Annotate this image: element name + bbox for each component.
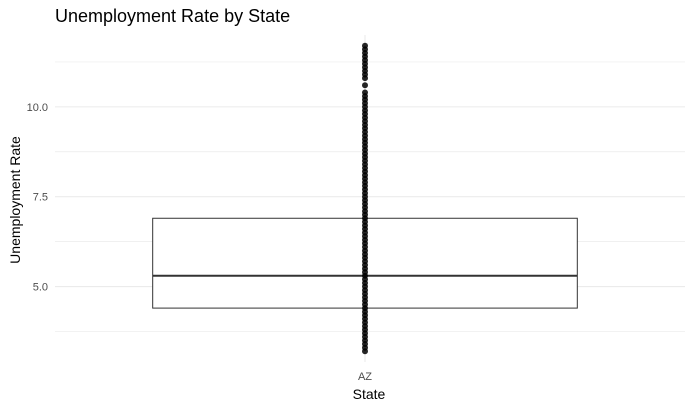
data-point xyxy=(362,89,368,96)
y-tick-label: 7.5 xyxy=(33,192,48,204)
points-layer xyxy=(362,42,368,355)
chart-title: Unemployment Rate by State xyxy=(55,6,290,26)
x-axis-title: State xyxy=(353,386,386,402)
y-tick-label: 10.0 xyxy=(27,102,48,114)
x-axis-ticks: AZ xyxy=(358,371,372,383)
y-tick-label: 5.0 xyxy=(33,282,48,294)
data-point xyxy=(362,82,368,89)
x-tick-label: AZ xyxy=(358,371,372,383)
y-axis-title: Unemployment Rate xyxy=(7,136,23,264)
data-point xyxy=(362,42,368,49)
y-axis-ticks: 5.0 7.5 10.0 xyxy=(27,102,48,294)
gridlines xyxy=(55,35,685,362)
